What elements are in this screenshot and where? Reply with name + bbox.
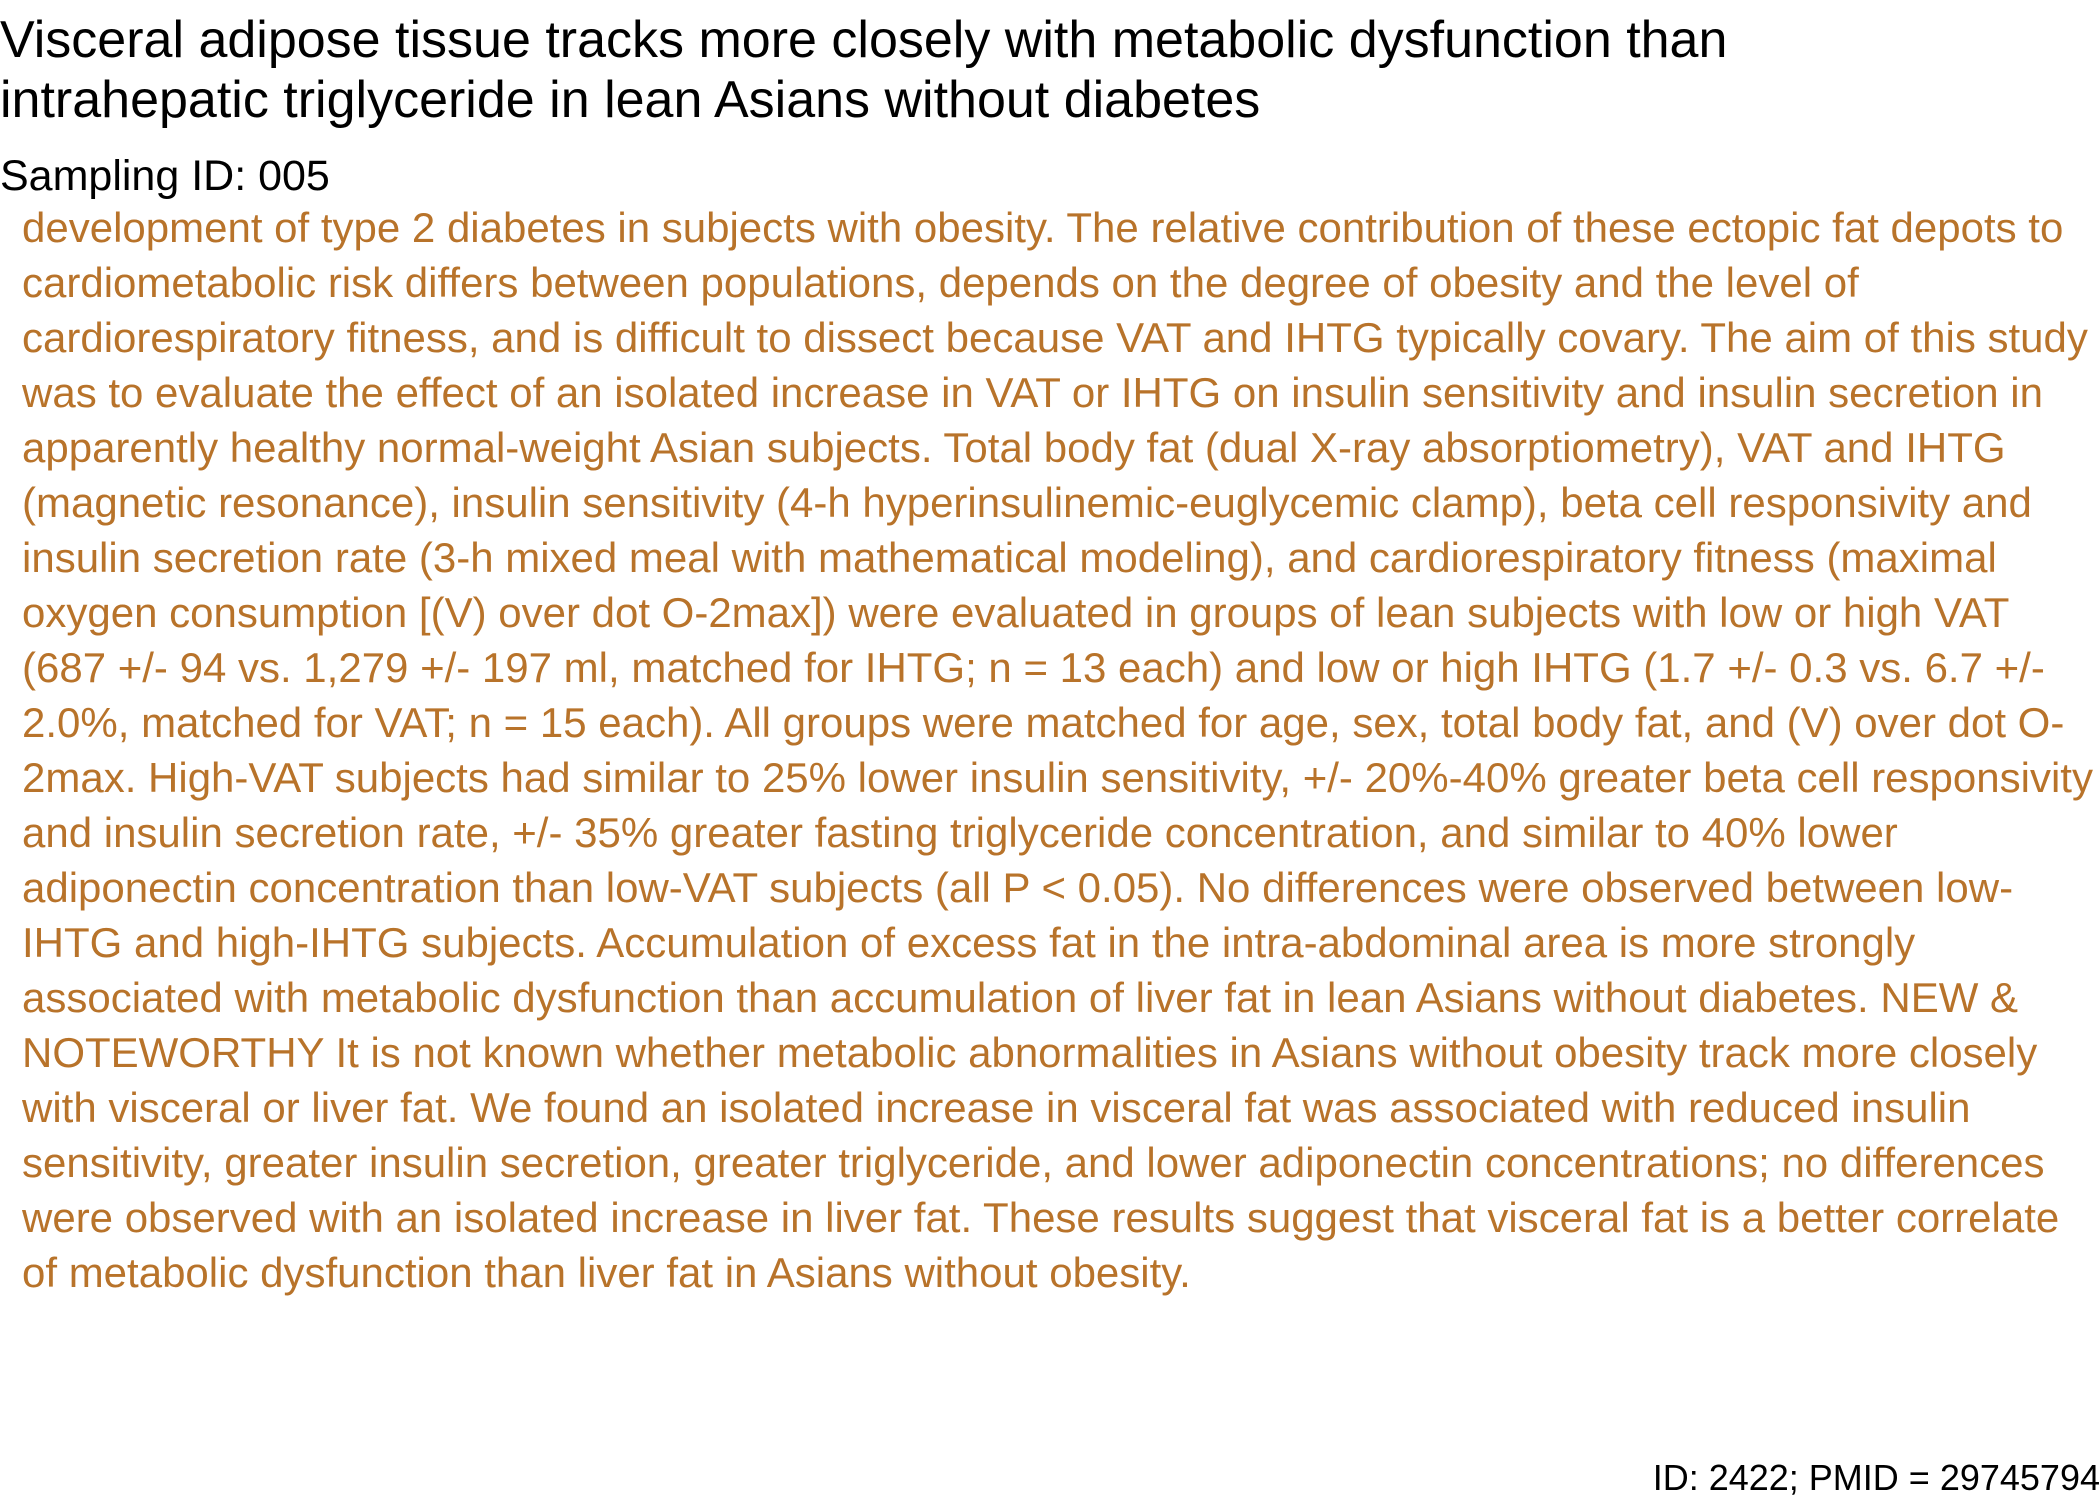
record-id-footer: ID: 2422; PMID = 29745794: [1652, 1457, 2100, 1498]
sampling-id-label: Sampling ID: 005: [0, 152, 330, 200]
abstract-viewport[interactable]: Increased visceral adipose tissue (VAT) …: [22, 196, 2097, 1439]
abstract-text: Increased visceral adipose tissue (VAT) …: [22, 204, 2093, 1296]
document-title: Visceral adipose tissue tracks more clos…: [0, 11, 1728, 129]
